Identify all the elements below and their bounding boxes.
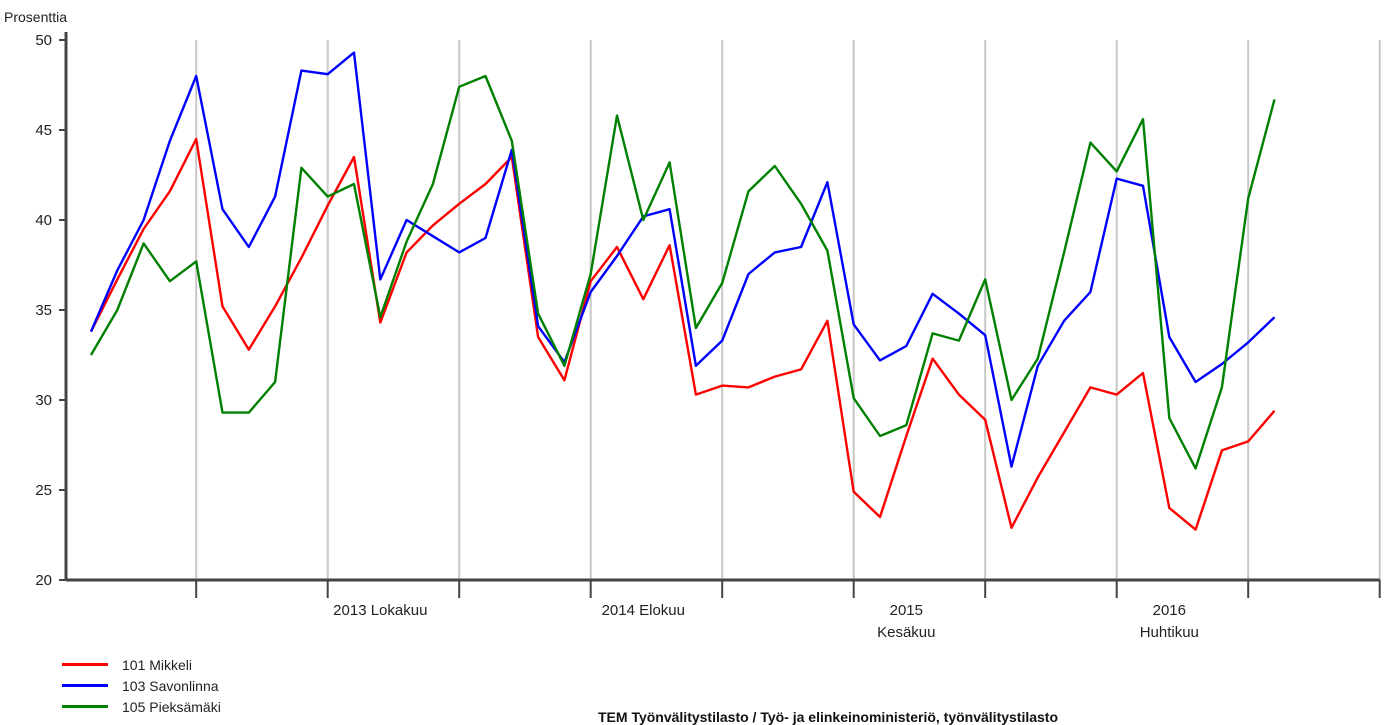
series-line-101-mikkeli bbox=[89, 137, 1276, 531]
legend-item: 105 Pieksämäki bbox=[62, 696, 221, 717]
legend-label: 103 Savonlinna bbox=[122, 677, 219, 694]
x-tick-label: 2014 Elokuu bbox=[602, 602, 685, 619]
legend-label: 105 Pieksämäki bbox=[122, 698, 221, 715]
legend-swatch-pieksamaki bbox=[62, 705, 108, 708]
series-line-103-savonlinna bbox=[89, 51, 1276, 468]
y-tick-label: 50 bbox=[35, 32, 52, 49]
y-tick-label: 25 bbox=[35, 482, 52, 499]
x-tick-label: 2015 bbox=[890, 602, 923, 619]
y-tick-label: 20 bbox=[35, 572, 52, 589]
legend-label: 101 Mikkeli bbox=[122, 656, 193, 673]
legend-swatch-savonlinna bbox=[62, 684, 108, 687]
y-tick-label: 30 bbox=[35, 392, 52, 409]
x-tick-label-line2: Kesäkuu bbox=[877, 624, 935, 641]
x-tick-label: 2016 bbox=[1153, 602, 1186, 619]
y-axis-label: Prosenttia bbox=[4, 9, 67, 25]
x-tick-label: 2013 Lokakuu bbox=[333, 602, 427, 619]
y-tick-label: 35 bbox=[35, 302, 52, 319]
source-note: TEM Työnvälitystilasto / Työ- ja elinkei… bbox=[598, 709, 1059, 725]
legend-swatch-mikkeli bbox=[62, 663, 108, 666]
series-line-105-pieks-m-ki bbox=[89, 74, 1276, 470]
legend-item: 103 Savonlinna bbox=[62, 675, 221, 696]
y-tick-label: 40 bbox=[35, 212, 52, 229]
y-tick-label: 45 bbox=[35, 122, 52, 139]
grid-lines bbox=[195, 40, 1381, 580]
series-lines bbox=[89, 51, 1276, 531]
x-tick-label-line2: Huhtikuu bbox=[1140, 624, 1199, 641]
axes bbox=[59, 32, 1381, 598]
legend-item: 101 Mikkeli bbox=[62, 654, 221, 675]
tick-labels: 20 25 30 35 40 45 50 2013 Lokakuu 2014 Elokuu 201… bbox=[35, 32, 1199, 641]
legend: 101 Mikkeli 103 Savonlinna 105 Pieksämäk… bbox=[62, 654, 221, 717]
